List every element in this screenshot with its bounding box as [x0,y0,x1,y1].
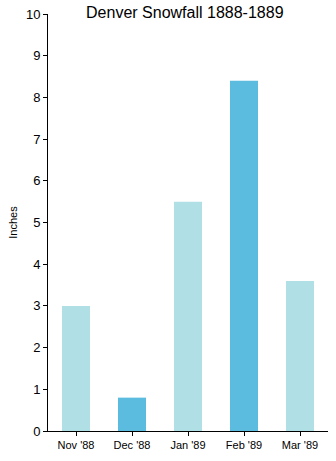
svg-text:Mar '89: Mar '89 [282,439,318,451]
svg-text:3: 3 [33,298,40,313]
svg-text:Dec '88: Dec '88 [114,439,151,451]
svg-text:5: 5 [33,215,40,230]
svg-text:1: 1 [33,382,40,397]
svg-text:4: 4 [33,257,40,272]
svg-text:Jan '89: Jan '89 [170,439,205,451]
svg-text:7: 7 [33,132,40,147]
svg-text:10: 10 [26,7,40,22]
svg-text:Denver Snowfall 1888-1889: Denver Snowfall 1888-1889 [86,4,284,21]
svg-text:0: 0 [33,424,40,439]
svg-text:2: 2 [33,340,40,355]
svg-text:Nov '88: Nov '88 [58,439,95,451]
svg-text:Feb '89: Feb '89 [226,439,262,451]
svg-text:Inches: Inches [7,206,19,239]
svg-text:6: 6 [33,173,40,188]
svg-text:9: 9 [33,48,40,63]
svg-text:8: 8 [33,90,40,105]
